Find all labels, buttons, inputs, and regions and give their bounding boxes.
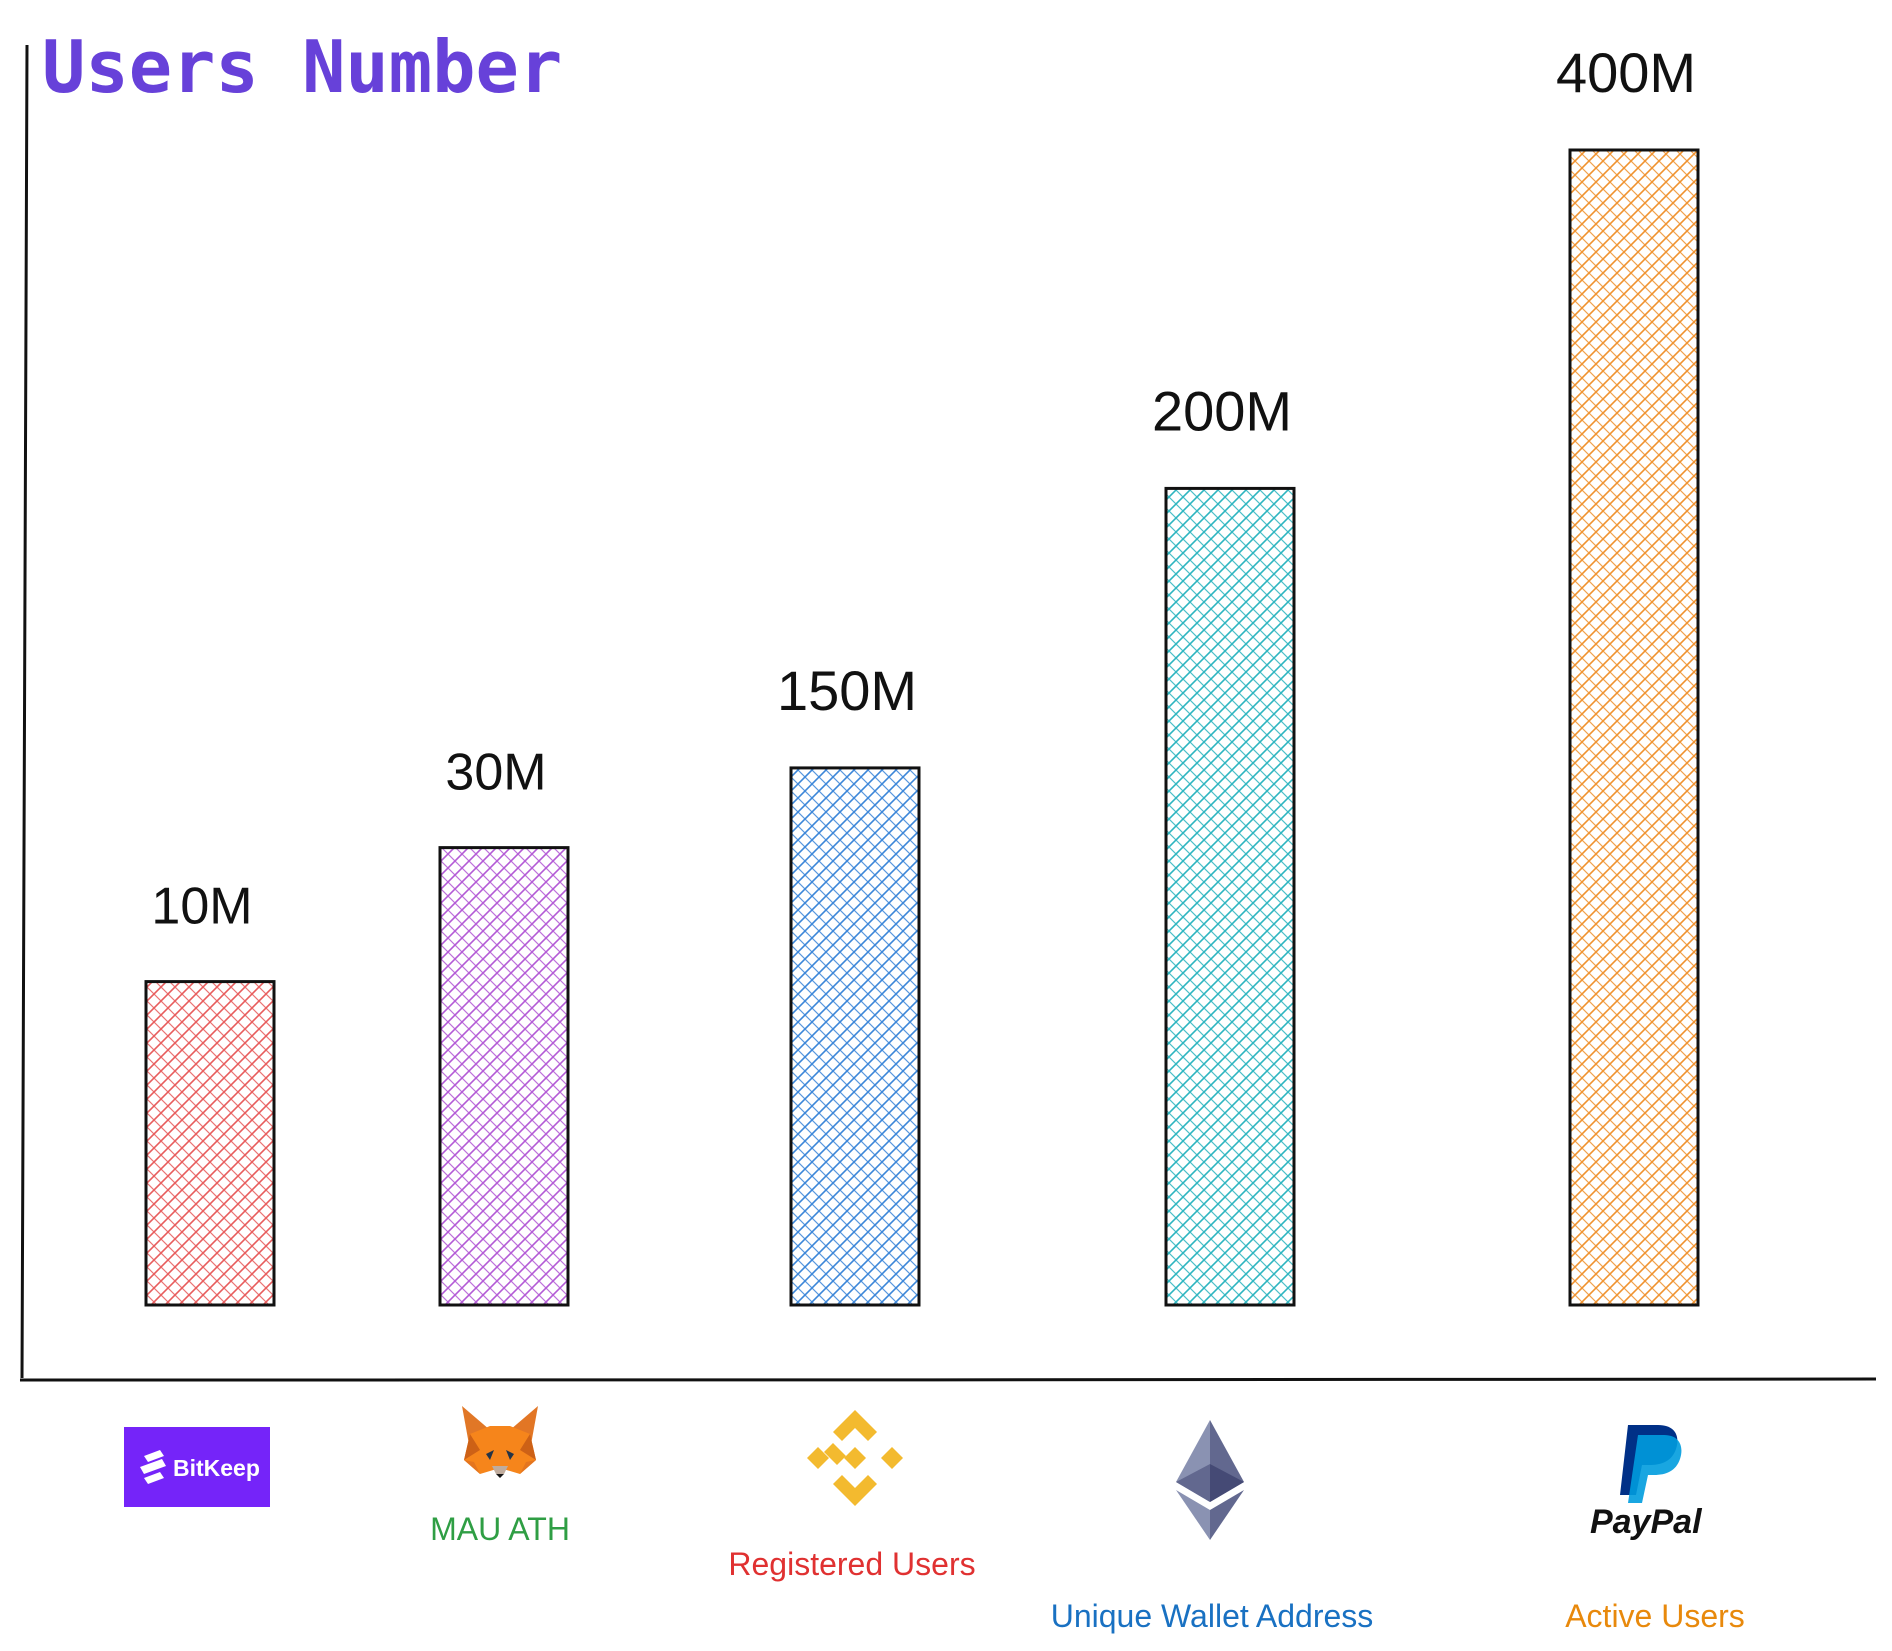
- ethereum-logo-icon: [1176, 1420, 1244, 1540]
- value-label-binance: 150M: [777, 659, 917, 722]
- caption-ethereum: Unique Wallet Address: [1051, 1598, 1374, 1634]
- bitkeep-logo-text: BitKeep: [173, 1455, 260, 1481]
- chart-title: Users Number: [42, 25, 562, 109]
- bar-ethereum: [1164, 486, 1296, 1307]
- y-axis: [20, 44, 29, 1379]
- value-label-ethereum: 200M: [1152, 379, 1292, 442]
- metamask-fox-icon: [462, 1406, 538, 1478]
- binance-logo-icon: [807, 1410, 903, 1506]
- bar-metamask: [438, 846, 570, 1307]
- value-label-bitkeep: 10M: [151, 878, 252, 936]
- bars-group: [144, 148, 1700, 1307]
- paypal-logo-icon: PayPal: [1590, 1425, 1703, 1541]
- value-label-paypal: 400M: [1556, 41, 1696, 104]
- caption-binance: Registered Users: [728, 1546, 975, 1582]
- bar-binance: [789, 766, 921, 1307]
- bitkeep-logo-icon: BitKeep: [124, 1427, 270, 1507]
- bar-paypal: [1568, 148, 1700, 1307]
- value-labels-group: 10M 30M 150M 200M 400M: [151, 41, 1696, 936]
- caption-paypal: Active Users: [1565, 1598, 1745, 1634]
- x-axis: [19, 1377, 1877, 1382]
- value-label-metamask: 30M: [445, 744, 546, 802]
- caption-metamask: MAU ATH: [430, 1511, 570, 1547]
- bar-bitkeep: [144, 980, 276, 1307]
- paypal-logo-text: PayPal: [1590, 1503, 1703, 1541]
